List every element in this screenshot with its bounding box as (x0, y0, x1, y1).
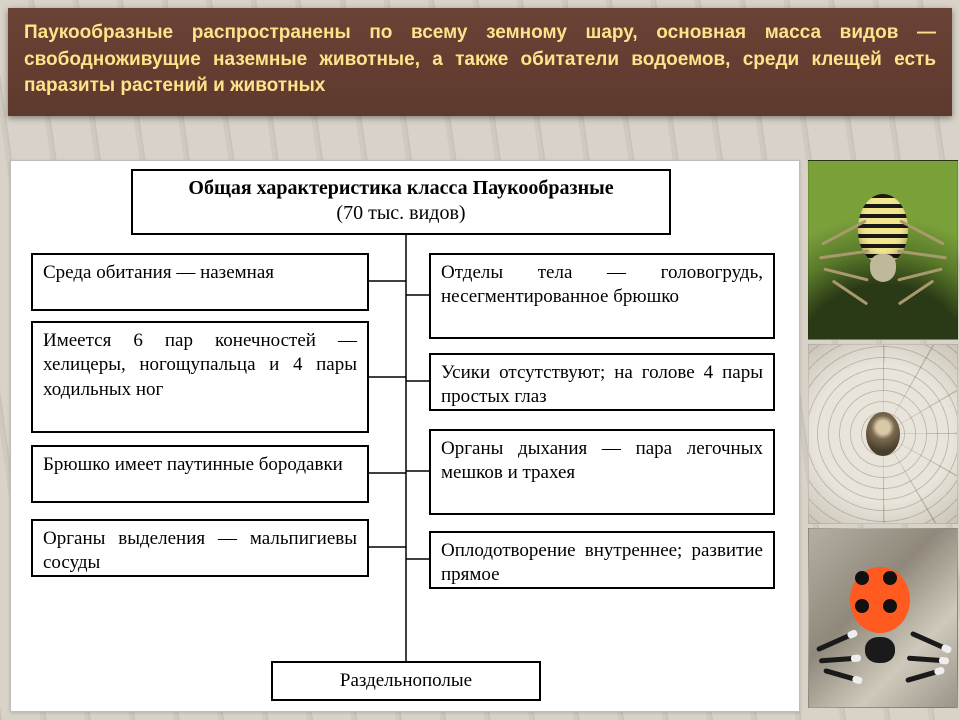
thumbnail-eresus (808, 528, 958, 708)
node-left-1: Имеется 6 пар конечностей — хелицеры, но… (31, 321, 369, 433)
node-left-2: Брюшко имеет паутинные бородавки (31, 445, 369, 503)
node-left-3: Органы выделения — мальпигиевы сосуды (31, 519, 369, 577)
thumbnail-argiope (808, 160, 958, 340)
header-text: Паукообразные распространены по всему зе… (24, 22, 936, 96)
node-right-0: Отделы тела — головогрудь, несегментиров… (429, 253, 775, 339)
node-right-1: Усики отсутствуют; на голове 4 пары прос… (429, 353, 775, 411)
image-column (808, 160, 958, 708)
node-right-3: Оплодотворение внутреннее; развитие прям… (429, 531, 775, 589)
diagram-root-title: Общая характеристика класса Паукообразны… (143, 177, 659, 200)
diagram-root-node: Общая характеристика класса Паукообразны… (131, 169, 671, 235)
diagram-root-subtitle: (70 тыс. видов) (143, 202, 659, 225)
header-banner: Паукообразные распространены по всему зе… (8, 8, 952, 116)
node-right-2: Органы дыхания — пара легочных мешков и … (429, 429, 775, 515)
thumbnail-cross-spider (808, 344, 958, 524)
node-left-0: Среда обитания — наземная (31, 253, 369, 311)
node-bottom: Раздельнополые (271, 661, 541, 701)
diagram-container: Общая характеристика класса Паукообразны… (10, 160, 800, 712)
